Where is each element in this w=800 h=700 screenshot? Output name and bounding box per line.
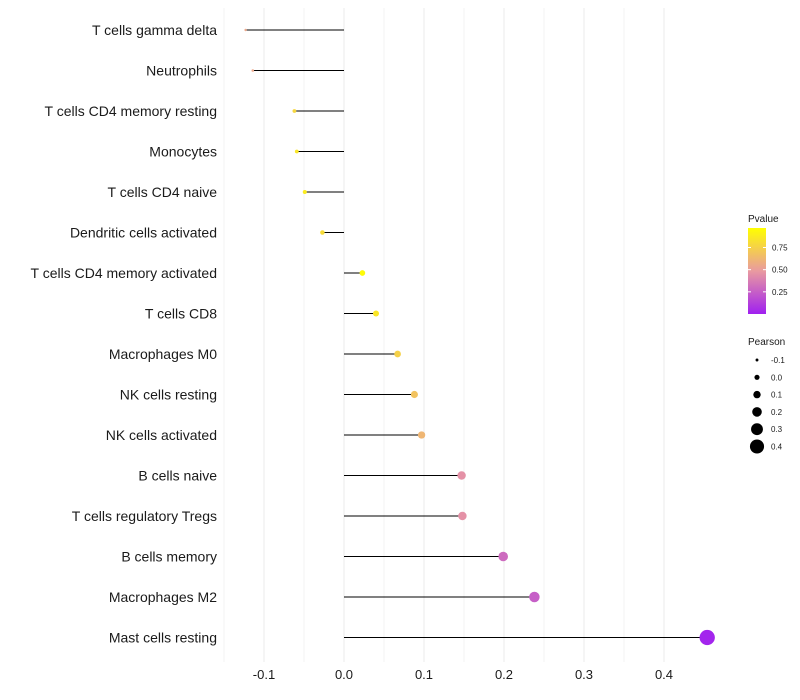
lollipop-dot <box>294 149 299 154</box>
pearson-legend-label: 0.1 <box>771 391 783 400</box>
category-label: T cells gamma delta <box>92 22 217 38</box>
x-tick-label: 0.1 <box>415 667 433 682</box>
pearson-legend-dot <box>752 407 762 417</box>
lollipop-dot <box>417 431 426 439</box>
category-label: Macrophages M0 <box>109 346 217 362</box>
category-label: Macrophages M2 <box>109 589 217 605</box>
x-tick-label: 0.2 <box>495 667 513 682</box>
pvalue-legend-ticks: 0.75 0.50 0.25 <box>748 244 788 297</box>
pearson-legend-label: -0.1 <box>771 356 785 365</box>
lollipop-dot <box>410 390 418 399</box>
lollipop-dot <box>372 310 380 317</box>
x-tick-label: -0.1 <box>253 667 275 682</box>
pearson-legend-label: 0.0 <box>771 373 783 382</box>
lollipop-dot <box>498 551 509 562</box>
pvalue-tick-label: 0.50 <box>772 266 788 275</box>
lollipop-dot <box>529 591 540 603</box>
pearson-legend-dot <box>755 358 759 362</box>
x-tick-labels: -0.1 0.0 0.1 0.2 0.3 0.4 <box>253 667 673 682</box>
pvalue-legend-title: Pvalue <box>748 214 779 225</box>
lollipop-dot <box>292 109 297 113</box>
lollipop-dot <box>458 511 467 521</box>
category-label: T cells CD4 memory resting <box>45 103 217 119</box>
pearson-legend-dot <box>753 390 761 399</box>
pvalue-tick-label: 0.75 <box>772 244 788 253</box>
lollipop-dot <box>394 350 401 358</box>
pearson-legend-title: Pearson <box>748 337 785 348</box>
category-label: T cells CD8 <box>145 306 217 322</box>
category-label: T cells CD4 naive <box>108 184 218 200</box>
category-label: T cells regulatory Tregs <box>72 508 217 524</box>
category-label: B cells memory <box>121 549 217 565</box>
stems <box>245 29 708 638</box>
lollipop-dot <box>251 69 255 72</box>
x-tick-label: 0.0 <box>335 667 353 682</box>
category-label: NK cells resting <box>120 387 217 403</box>
category-labels: T cells gamma delta Neutrophils T cells CD… <box>31 22 218 646</box>
lollipop-dot <box>302 189 307 195</box>
lollipop-dot <box>699 629 715 646</box>
pearson-legend-items: -0.1 0.0 0.1 0.2 0.3 0.4 <box>749 356 785 454</box>
x-tick-label: 0.3 <box>575 667 593 682</box>
category-label: B cells naive <box>138 468 217 484</box>
pvalue-colorbar <box>748 228 766 314</box>
grid-lines <box>223 8 665 662</box>
pearson-legend-label: 0.3 <box>771 425 783 434</box>
category-label: T cells CD4 memory activated <box>31 265 217 281</box>
category-label: Mast cells resting <box>109 630 217 646</box>
x-tick-label: 0.4 <box>655 667 673 682</box>
pearson-legend-dot <box>754 374 760 380</box>
category-label: Monocytes <box>149 144 217 160</box>
lollipop-dot <box>457 471 466 480</box>
lollipop-dot <box>359 270 366 276</box>
category-label: Dendritic cells activated <box>70 225 217 241</box>
pearson-legend-label: 0.4 <box>771 443 783 452</box>
pearson-legend-dot <box>749 439 765 454</box>
pearson-legend-dot <box>751 423 763 436</box>
pearson-legend-label: 0.2 <box>771 408 783 417</box>
category-label: Neutrophils <box>146 63 217 79</box>
lollipop-dot <box>320 230 325 235</box>
legends: Pvalue 0.75 0.50 0.25 Pearson -0.1 0.0 0.1 0.… <box>748 214 788 454</box>
pvalue-tick-label: 0.25 <box>772 288 788 297</box>
category-label: NK cells activated <box>106 427 217 443</box>
lollipop-dot <box>244 28 247 32</box>
dots <box>244 28 715 646</box>
